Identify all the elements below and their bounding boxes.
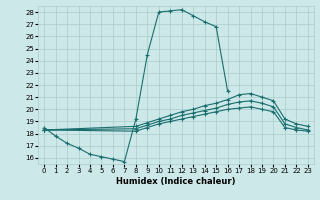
X-axis label: Humidex (Indice chaleur): Humidex (Indice chaleur)	[116, 177, 236, 186]
